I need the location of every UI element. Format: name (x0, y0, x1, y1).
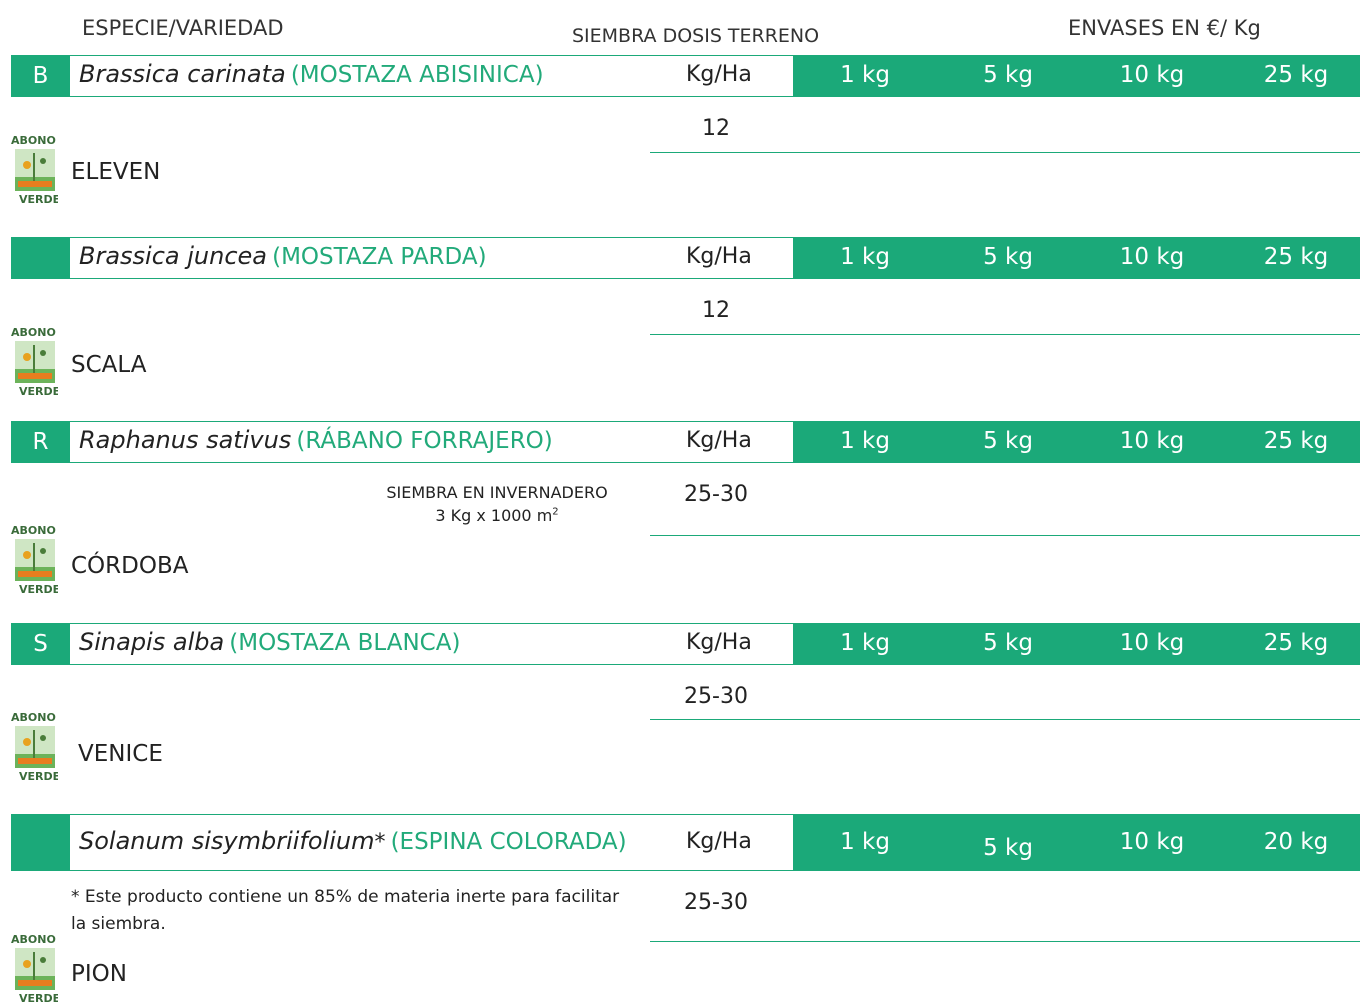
letter-box: S (11, 623, 70, 665)
note-sup: 2 (552, 507, 558, 518)
pack-size: 1 kg (840, 62, 890, 88)
abono-verde-badge: ABONO VERDE (10, 523, 58, 595)
species-name: Raphanus sativus (79, 426, 291, 454)
header-dose: SIEMBRA DOSIS TERRENO (572, 25, 819, 47)
footnote: la siembra. (71, 911, 166, 937)
variety: CÓRDOBA (71, 553, 188, 579)
note-line: 3 Kg x 1000 m2 (435, 506, 558, 525)
page: {"header": {"species": "ESPECIE/VARIEDAD… (0, 0, 1360, 1002)
dose-rule (650, 334, 1360, 335)
footnote: * Este producto contiene un 85% de mater… (71, 884, 619, 910)
pack-size: 5 kg (983, 835, 1033, 861)
letter-box: B (11, 55, 70, 97)
note-text: 3 Kg x 1000 m (435, 506, 552, 525)
dose-rule (650, 941, 1360, 942)
common-name: (MOSTAZA ABISINICA) (291, 62, 544, 88)
pack-size: 10 kg (1120, 62, 1185, 88)
pack-size: 5 kg (983, 244, 1033, 270)
badge-text: ABONO (11, 711, 56, 724)
pack-size: 1 kg (840, 829, 890, 855)
pack-size: 10 kg (1120, 630, 1185, 656)
letter-box: R (11, 421, 70, 463)
species-name: Brassica juncea (79, 242, 267, 270)
badge-text: VERDE (19, 193, 58, 205)
note-line: SIEMBRA EN INVERNADERO (386, 483, 607, 502)
dose: 25-30 (684, 890, 748, 915)
species-line: Solanum sisymbriifolium* (ESPINA COLORAD… (79, 827, 627, 855)
unit: Kg/Ha (686, 62, 752, 87)
pack-size: 5 kg (983, 630, 1033, 656)
badge-text: VERDE (19, 992, 58, 1004)
header-packs: ENVASES EN €/ Kg (1068, 16, 1261, 40)
pack-size: 5 kg (983, 62, 1033, 88)
pack-size: 5 kg (983, 428, 1033, 454)
header-species: ESPECIE/VARIEDAD (82, 16, 284, 40)
species-line: Brassica juncea (MOSTAZA PARDA) (79, 242, 487, 270)
species-name: Sinapis alba (79, 628, 224, 656)
asterisk: * (374, 830, 385, 855)
unit: Kg/Ha (686, 244, 752, 269)
badge-text: ABONO (11, 524, 56, 537)
common-name: (MOSTAZA PARDA) (272, 244, 486, 270)
species-line: Sinapis alba (MOSTAZA BLANCA) (79, 628, 460, 656)
badge-text: ABONO (11, 326, 56, 339)
pack-size: 1 kg (840, 244, 890, 270)
badge-text: VERDE (19, 583, 58, 595)
variety: PION (71, 961, 127, 987)
pack-size: 25 kg (1264, 428, 1329, 454)
dose: 12 (702, 298, 730, 323)
species-name: Solanum sisymbriifolium (79, 827, 374, 855)
pack-size: 25 kg (1264, 244, 1329, 270)
abono-verde-badge: ABONO VERDE (10, 133, 58, 205)
letter-box (11, 814, 70, 871)
dose-rule (650, 719, 1360, 720)
unit: Kg/Ha (686, 428, 752, 453)
variety: VENICE (78, 741, 163, 767)
abono-verde-badge: ABONO VERDE (10, 325, 58, 397)
abono-verde-badge: ABONO VERDE (10, 932, 58, 1004)
variety: SCALA (71, 352, 146, 378)
pack-size: 10 kg (1120, 244, 1185, 270)
dose: 25-30 (684, 684, 748, 709)
pack-size: 1 kg (840, 630, 890, 656)
abono-verde-badge: ABONO VERDE (10, 710, 58, 782)
dose: 12 (702, 116, 730, 141)
pack-size: 10 kg (1120, 428, 1185, 454)
pack-size: 1 kg (840, 428, 890, 454)
pack-size: 20 kg (1264, 829, 1329, 855)
unit: Kg/Ha (686, 829, 752, 854)
badge-text: VERDE (19, 385, 58, 397)
badge-text: ABONO (11, 134, 56, 147)
species-line: Brassica carinata (MOSTAZA ABISINICA) (79, 60, 544, 88)
species-line: Raphanus sativus (RÁBANO FORRAJERO) (79, 426, 553, 454)
pack-size: 10 kg (1120, 829, 1185, 855)
common-name: (ESPINA COLORADA) (391, 829, 627, 855)
badge-text: ABONO (11, 933, 56, 946)
common-name: (MOSTAZA BLANCA) (229, 630, 460, 656)
dose-rule (650, 152, 1360, 153)
pack-size: 25 kg (1264, 630, 1329, 656)
species-name: Brassica carinata (79, 60, 286, 88)
unit: Kg/Ha (686, 630, 752, 655)
common-name: (RÁBANO FORRAJERO) (296, 428, 552, 454)
dose: 25-30 (684, 482, 748, 507)
letter-box (11, 237, 70, 279)
badge-text: VERDE (19, 770, 58, 782)
pack-size: 25 kg (1264, 62, 1329, 88)
variety: ELEVEN (71, 159, 160, 185)
dose-rule (650, 535, 1360, 536)
